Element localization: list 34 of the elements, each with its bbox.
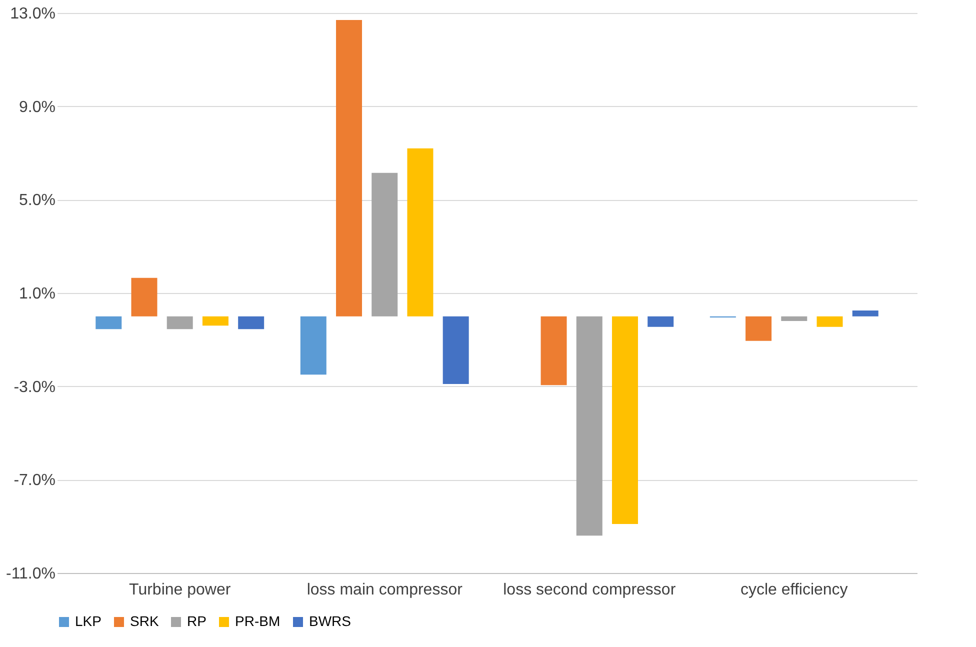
legend-label: PR-BM	[235, 613, 280, 629]
legend-label: SRK	[130, 613, 160, 629]
y-tick-label: 5.0%	[19, 192, 56, 210]
bar	[816, 316, 843, 327]
bar	[442, 316, 469, 384]
bar	[540, 316, 567, 386]
bar	[852, 310, 878, 316]
y-tick-label: -7.0%	[14, 472, 56, 490]
legend-label: RP	[187, 613, 206, 629]
bar	[96, 316, 122, 330]
legend-label: LKP	[75, 613, 102, 629]
bar	[746, 316, 772, 341]
y-tick-label: 13.0%	[10, 6, 56, 22]
bar	[372, 172, 398, 316]
bar	[131, 278, 158, 316]
bar	[576, 316, 602, 536]
bar	[166, 316, 193, 330]
x-tick-label: Turbine power	[129, 582, 232, 598]
bar	[407, 148, 434, 316]
x-tick-label: loss main compressor	[306, 582, 464, 598]
legend-label: BWRS	[309, 613, 351, 629]
x-tick-label: loss second compressor	[503, 582, 676, 598]
y-tick-label: -3.0%	[14, 378, 56, 396]
bar	[612, 316, 638, 524]
x-tick-label: cycle efficiency	[740, 582, 848, 598]
bar	[648, 316, 674, 327]
bar	[300, 316, 326, 375]
bar	[202, 316, 228, 326]
bar	[781, 316, 808, 321]
y-tick-label: -11.0%	[6, 566, 56, 582]
y-tick-label: 9.0%	[19, 98, 56, 116]
bar	[238, 316, 264, 330]
y-tick-label: 1.0%	[19, 286, 56, 302]
bar	[336, 20, 362, 316]
